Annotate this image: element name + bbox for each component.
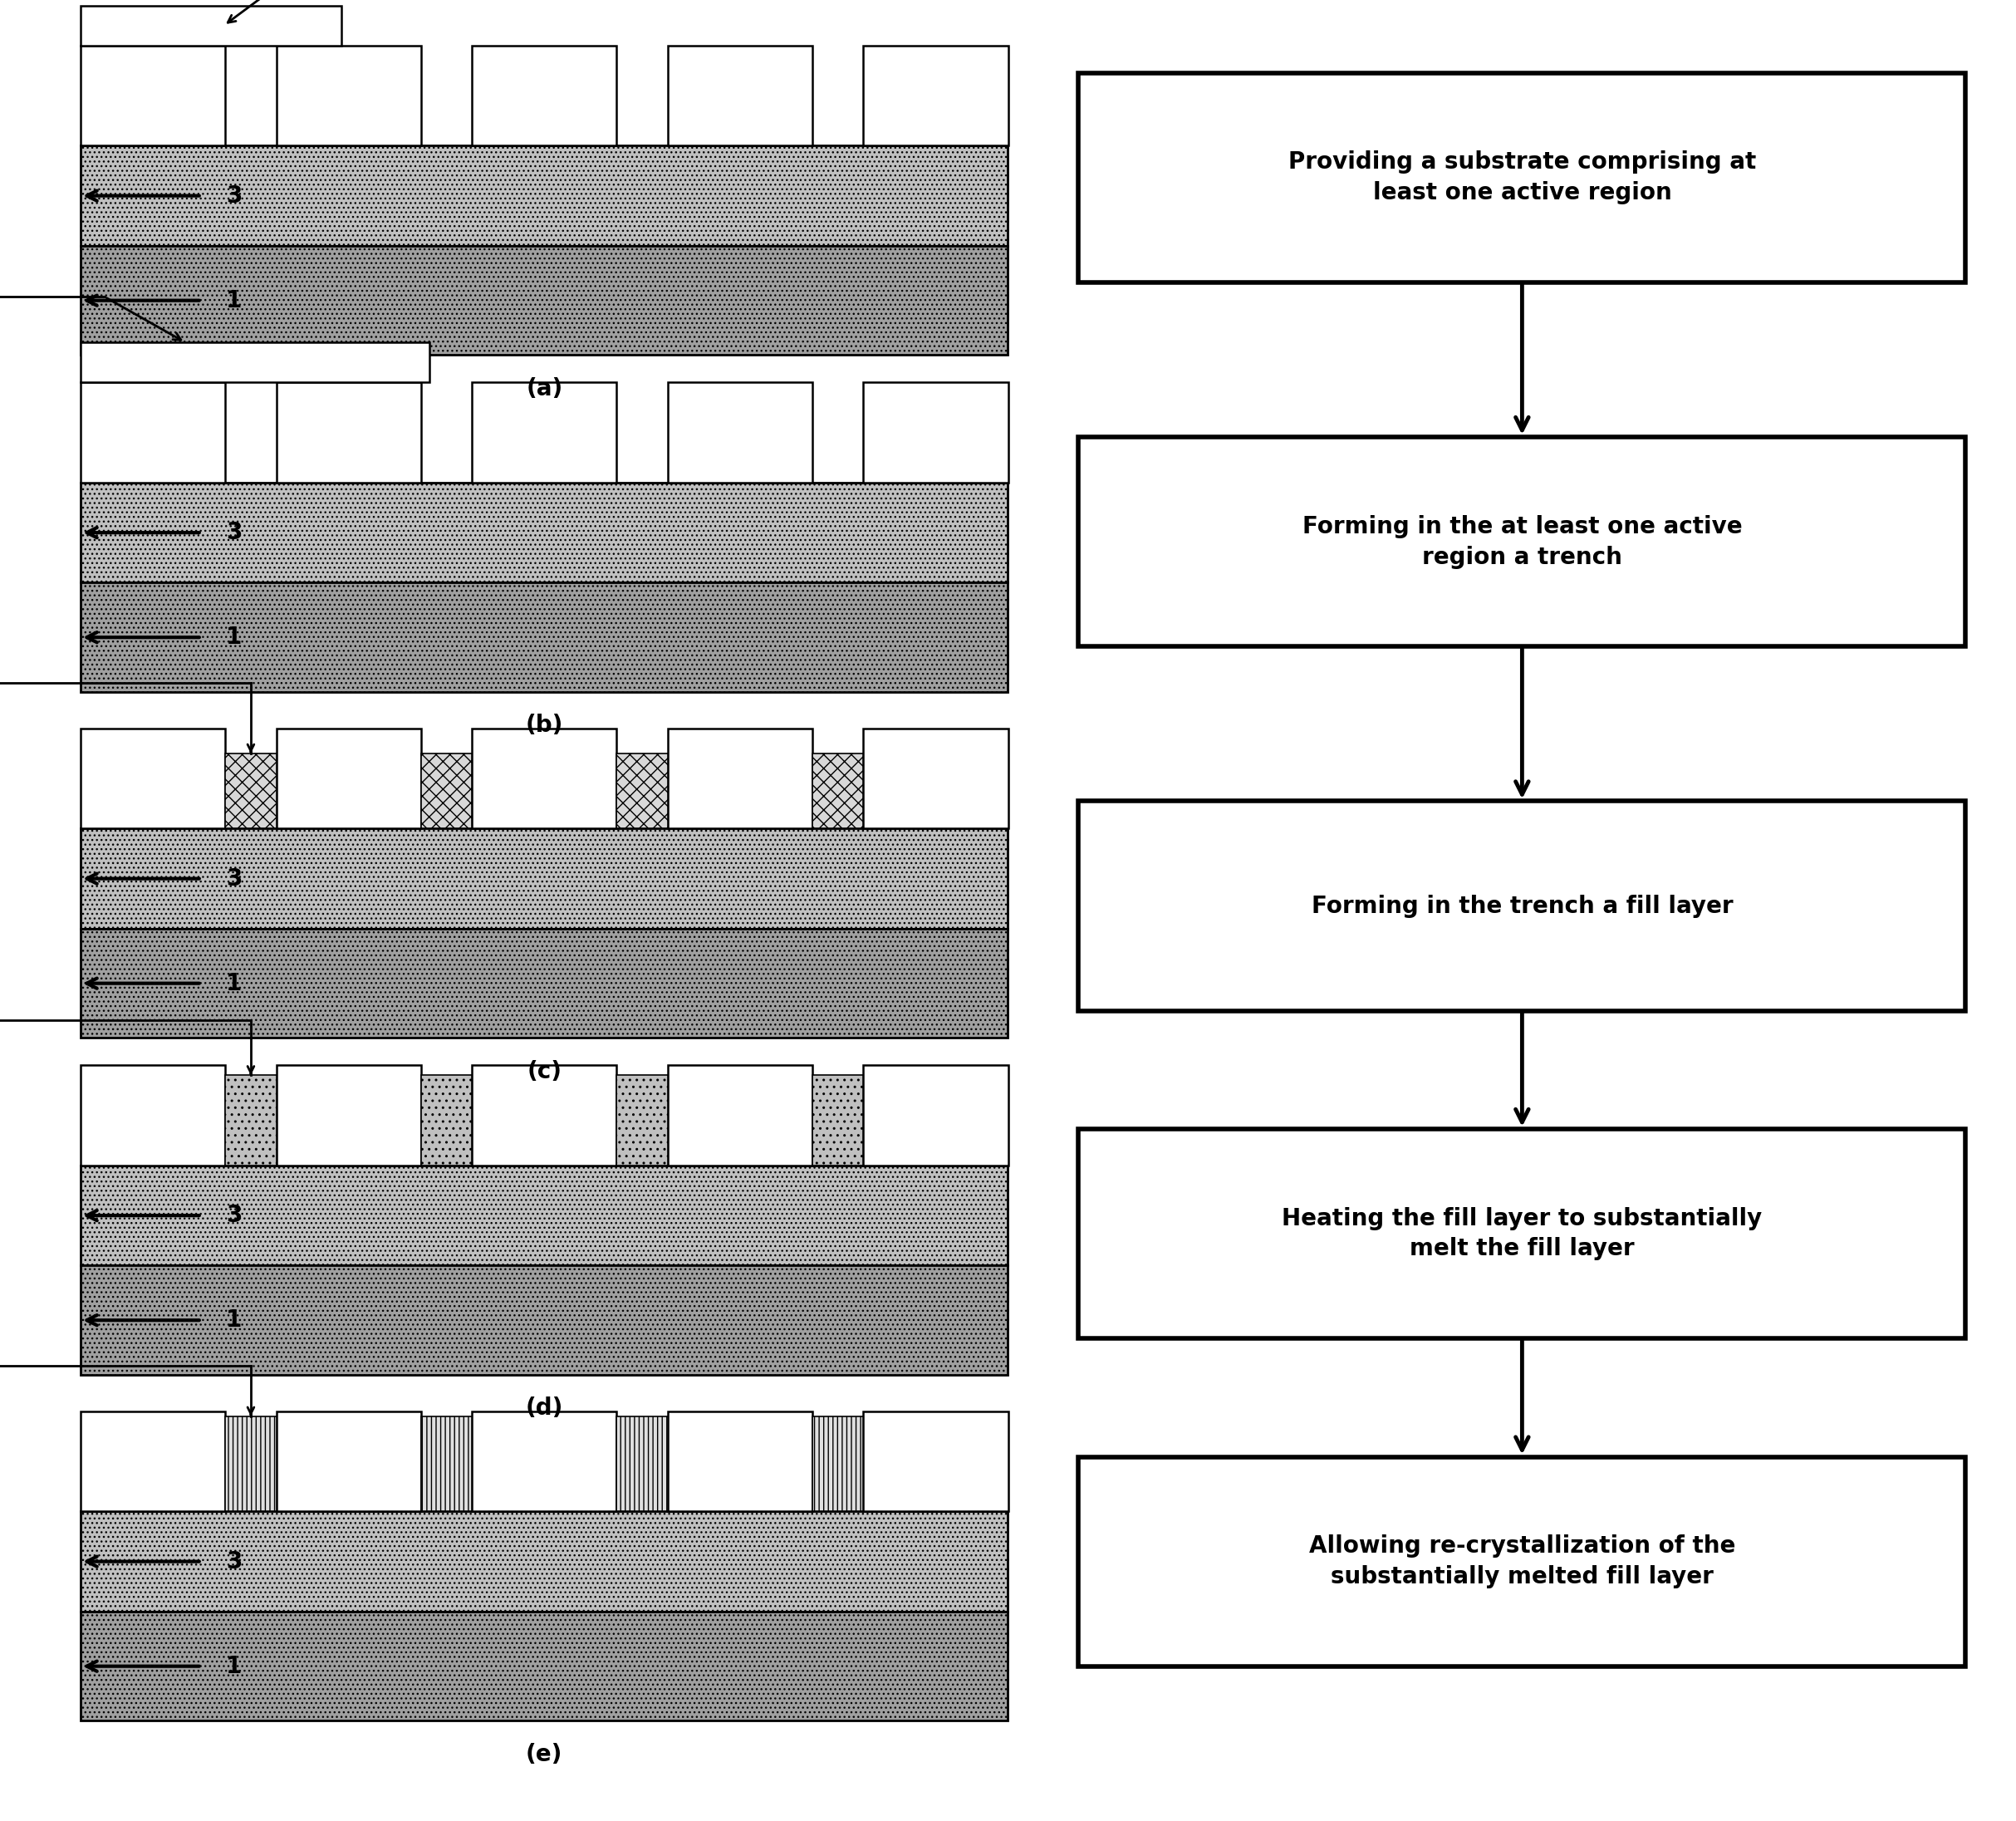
Text: (a): (a) [526,377,562,401]
Bar [667,1411,812,1511]
Bar [81,342,429,382]
Bar [276,46,421,146]
Text: (c): (c) [526,1060,562,1083]
Bar [81,5,341,46]
Bar [81,728,226,829]
Bar [863,382,1008,483]
Bar [617,1417,667,1511]
Bar [81,1612,1008,1721]
Bar [226,1074,276,1165]
Text: 1: 1 [226,626,242,648]
Bar [863,1411,1008,1511]
Bar [667,382,812,483]
Bar [421,754,472,829]
Text: 3: 3 [226,521,242,544]
Bar [1079,437,1966,646]
Text: Forming in the trench a fill layer: Forming in the trench a fill layer [1310,894,1734,918]
Bar [81,1065,226,1165]
Bar [276,382,421,483]
Text: 1: 1 [226,1309,242,1331]
Bar [81,929,1008,1038]
Bar [812,754,863,829]
Bar [472,728,617,829]
Bar [226,754,276,829]
Bar [81,1511,1008,1612]
Text: 1: 1 [226,290,242,311]
Text: Forming in the at least one active
region a trench: Forming in the at least one active regio… [1302,515,1742,568]
Bar [667,46,812,146]
Bar [81,1266,1008,1375]
Bar [472,382,617,483]
Bar [81,46,226,146]
Bar [617,1074,667,1165]
Text: (e): (e) [526,1743,562,1766]
Bar [1079,73,1966,282]
Bar [276,1411,421,1511]
Bar [472,1411,617,1511]
Bar [617,754,667,829]
Text: Providing a substrate comprising at
least one active region: Providing a substrate comprising at leas… [1288,151,1756,204]
Text: (b): (b) [526,714,562,738]
Text: 3: 3 [226,1550,242,1573]
Text: (d): (d) [526,1397,562,1420]
Text: 1: 1 [226,972,242,994]
Bar [863,1065,1008,1165]
Bar [667,1065,812,1165]
Bar [81,829,1008,929]
Text: 3: 3 [226,867,242,890]
Bar [421,1417,472,1511]
Bar [81,583,1008,692]
Bar [472,1065,617,1165]
Text: 3: 3 [226,1204,242,1227]
Bar [81,246,1008,355]
Bar [276,1065,421,1165]
Bar [421,1074,472,1165]
Bar [1079,1129,1966,1338]
Bar [863,728,1008,829]
Bar [81,382,226,483]
Bar [667,728,812,829]
Text: 3: 3 [226,184,242,208]
Bar [226,1417,276,1511]
Bar [812,1417,863,1511]
Bar [1079,801,1966,1011]
Bar [81,146,1008,246]
Text: Heating the fill layer to substantially
melt the fill layer: Heating the fill layer to substantially … [1282,1207,1762,1260]
Bar [81,1165,1008,1266]
Text: Allowing re-crystallization of the
substantially melted fill layer: Allowing re-crystallization of the subst… [1308,1535,1736,1588]
Bar [472,46,617,146]
Bar [863,46,1008,146]
Bar [81,483,1008,583]
Bar [81,1411,226,1511]
Text: 1: 1 [226,1655,242,1677]
Bar [812,1074,863,1165]
Bar [276,728,421,829]
Bar [1079,1457,1966,1666]
